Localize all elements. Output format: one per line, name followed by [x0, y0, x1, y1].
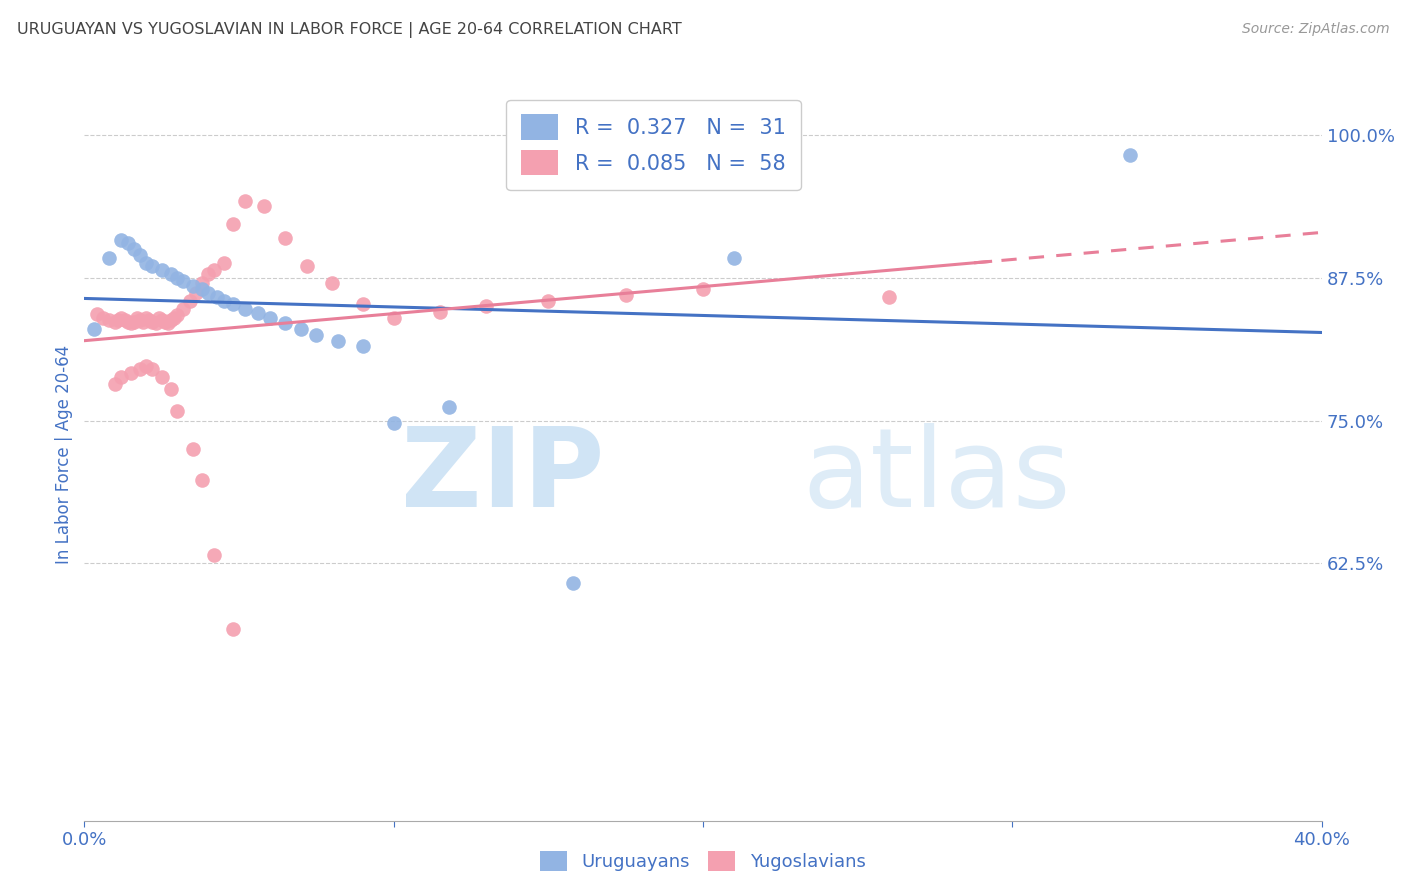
Point — [160, 313, 183, 327]
Point — [222, 622, 245, 636]
Text: atlas: atlas — [801, 424, 1070, 531]
Point — [233, 194, 256, 209]
Point — [352, 297, 374, 311]
Point — [253, 199, 276, 213]
Point — [439, 400, 461, 414]
Point — [321, 277, 343, 291]
Point — [212, 256, 235, 270]
Legend: R =  0.327   N =  31, R =  0.085   N =  58: R = 0.327 N = 31, R = 0.085 N = 58 — [506, 100, 800, 190]
Point — [132, 315, 155, 329]
Point — [290, 322, 312, 336]
Point — [614, 288, 637, 302]
Point — [145, 317, 167, 331]
Point — [110, 233, 132, 247]
Point — [135, 256, 157, 270]
Point — [475, 299, 498, 313]
Point — [104, 377, 127, 392]
Point — [274, 317, 297, 331]
Point — [160, 268, 183, 282]
Point — [172, 301, 194, 316]
Point — [91, 310, 114, 325]
Point — [150, 370, 173, 384]
Point — [166, 404, 188, 418]
Point — [150, 313, 173, 327]
Point — [135, 359, 157, 373]
Legend: Uruguayans, Yugoslavians: Uruguayans, Yugoslavians — [533, 844, 873, 879]
Point — [382, 310, 405, 325]
Point — [295, 260, 318, 274]
Point — [114, 313, 136, 327]
Point — [166, 309, 188, 323]
Point — [148, 310, 170, 325]
Point — [181, 442, 204, 457]
Point — [135, 310, 157, 325]
Point — [184, 285, 207, 300]
Point — [179, 293, 201, 308]
Point — [562, 576, 585, 591]
Point — [305, 327, 328, 342]
Point — [1119, 148, 1142, 162]
Point — [104, 315, 127, 329]
Point — [98, 313, 121, 327]
Point — [141, 260, 163, 274]
Point — [166, 270, 188, 285]
Point — [117, 315, 139, 329]
Point — [246, 306, 269, 320]
Point — [129, 313, 152, 327]
Point — [98, 252, 121, 266]
Point — [120, 317, 142, 331]
Point — [125, 310, 148, 325]
Point — [117, 236, 139, 251]
Point — [202, 262, 225, 277]
Point — [191, 282, 214, 296]
Point — [153, 315, 176, 329]
Point — [86, 307, 108, 321]
Point — [141, 315, 163, 329]
Point — [222, 297, 245, 311]
Point — [202, 549, 225, 563]
Point — [191, 277, 214, 291]
Point — [197, 268, 219, 282]
Point — [107, 313, 129, 327]
Y-axis label: In Labor Force | Age 20-64: In Labor Force | Age 20-64 — [55, 345, 73, 565]
Point — [172, 274, 194, 288]
Point — [122, 242, 145, 256]
Point — [274, 231, 297, 245]
Point — [163, 310, 186, 325]
Point — [326, 334, 349, 348]
Point — [222, 217, 245, 231]
Point — [212, 293, 235, 308]
Point — [141, 362, 163, 376]
Point — [259, 310, 281, 325]
Point — [537, 293, 560, 308]
Point — [129, 362, 152, 376]
Point — [352, 339, 374, 353]
Point — [723, 252, 745, 266]
Point — [191, 473, 214, 487]
Point — [877, 290, 900, 304]
Point — [429, 305, 451, 319]
Text: ZIP: ZIP — [401, 424, 605, 531]
Point — [110, 370, 132, 384]
Point — [233, 301, 256, 316]
Point — [181, 278, 204, 293]
Point — [110, 310, 132, 325]
Point — [129, 248, 152, 262]
Point — [692, 282, 714, 296]
Text: URUGUAYAN VS YUGOSLAVIAN IN LABOR FORCE | AGE 20-64 CORRELATION CHART: URUGUAYAN VS YUGOSLAVIAN IN LABOR FORCE … — [17, 22, 682, 38]
Point — [207, 290, 229, 304]
Point — [160, 382, 183, 396]
Point — [83, 322, 105, 336]
Point — [156, 317, 179, 331]
Text: Source: ZipAtlas.com: Source: ZipAtlas.com — [1241, 22, 1389, 37]
Point — [382, 416, 405, 430]
Point — [197, 285, 219, 300]
Point — [138, 313, 160, 327]
Point — [150, 262, 173, 277]
Point — [122, 315, 145, 329]
Point — [120, 366, 142, 380]
